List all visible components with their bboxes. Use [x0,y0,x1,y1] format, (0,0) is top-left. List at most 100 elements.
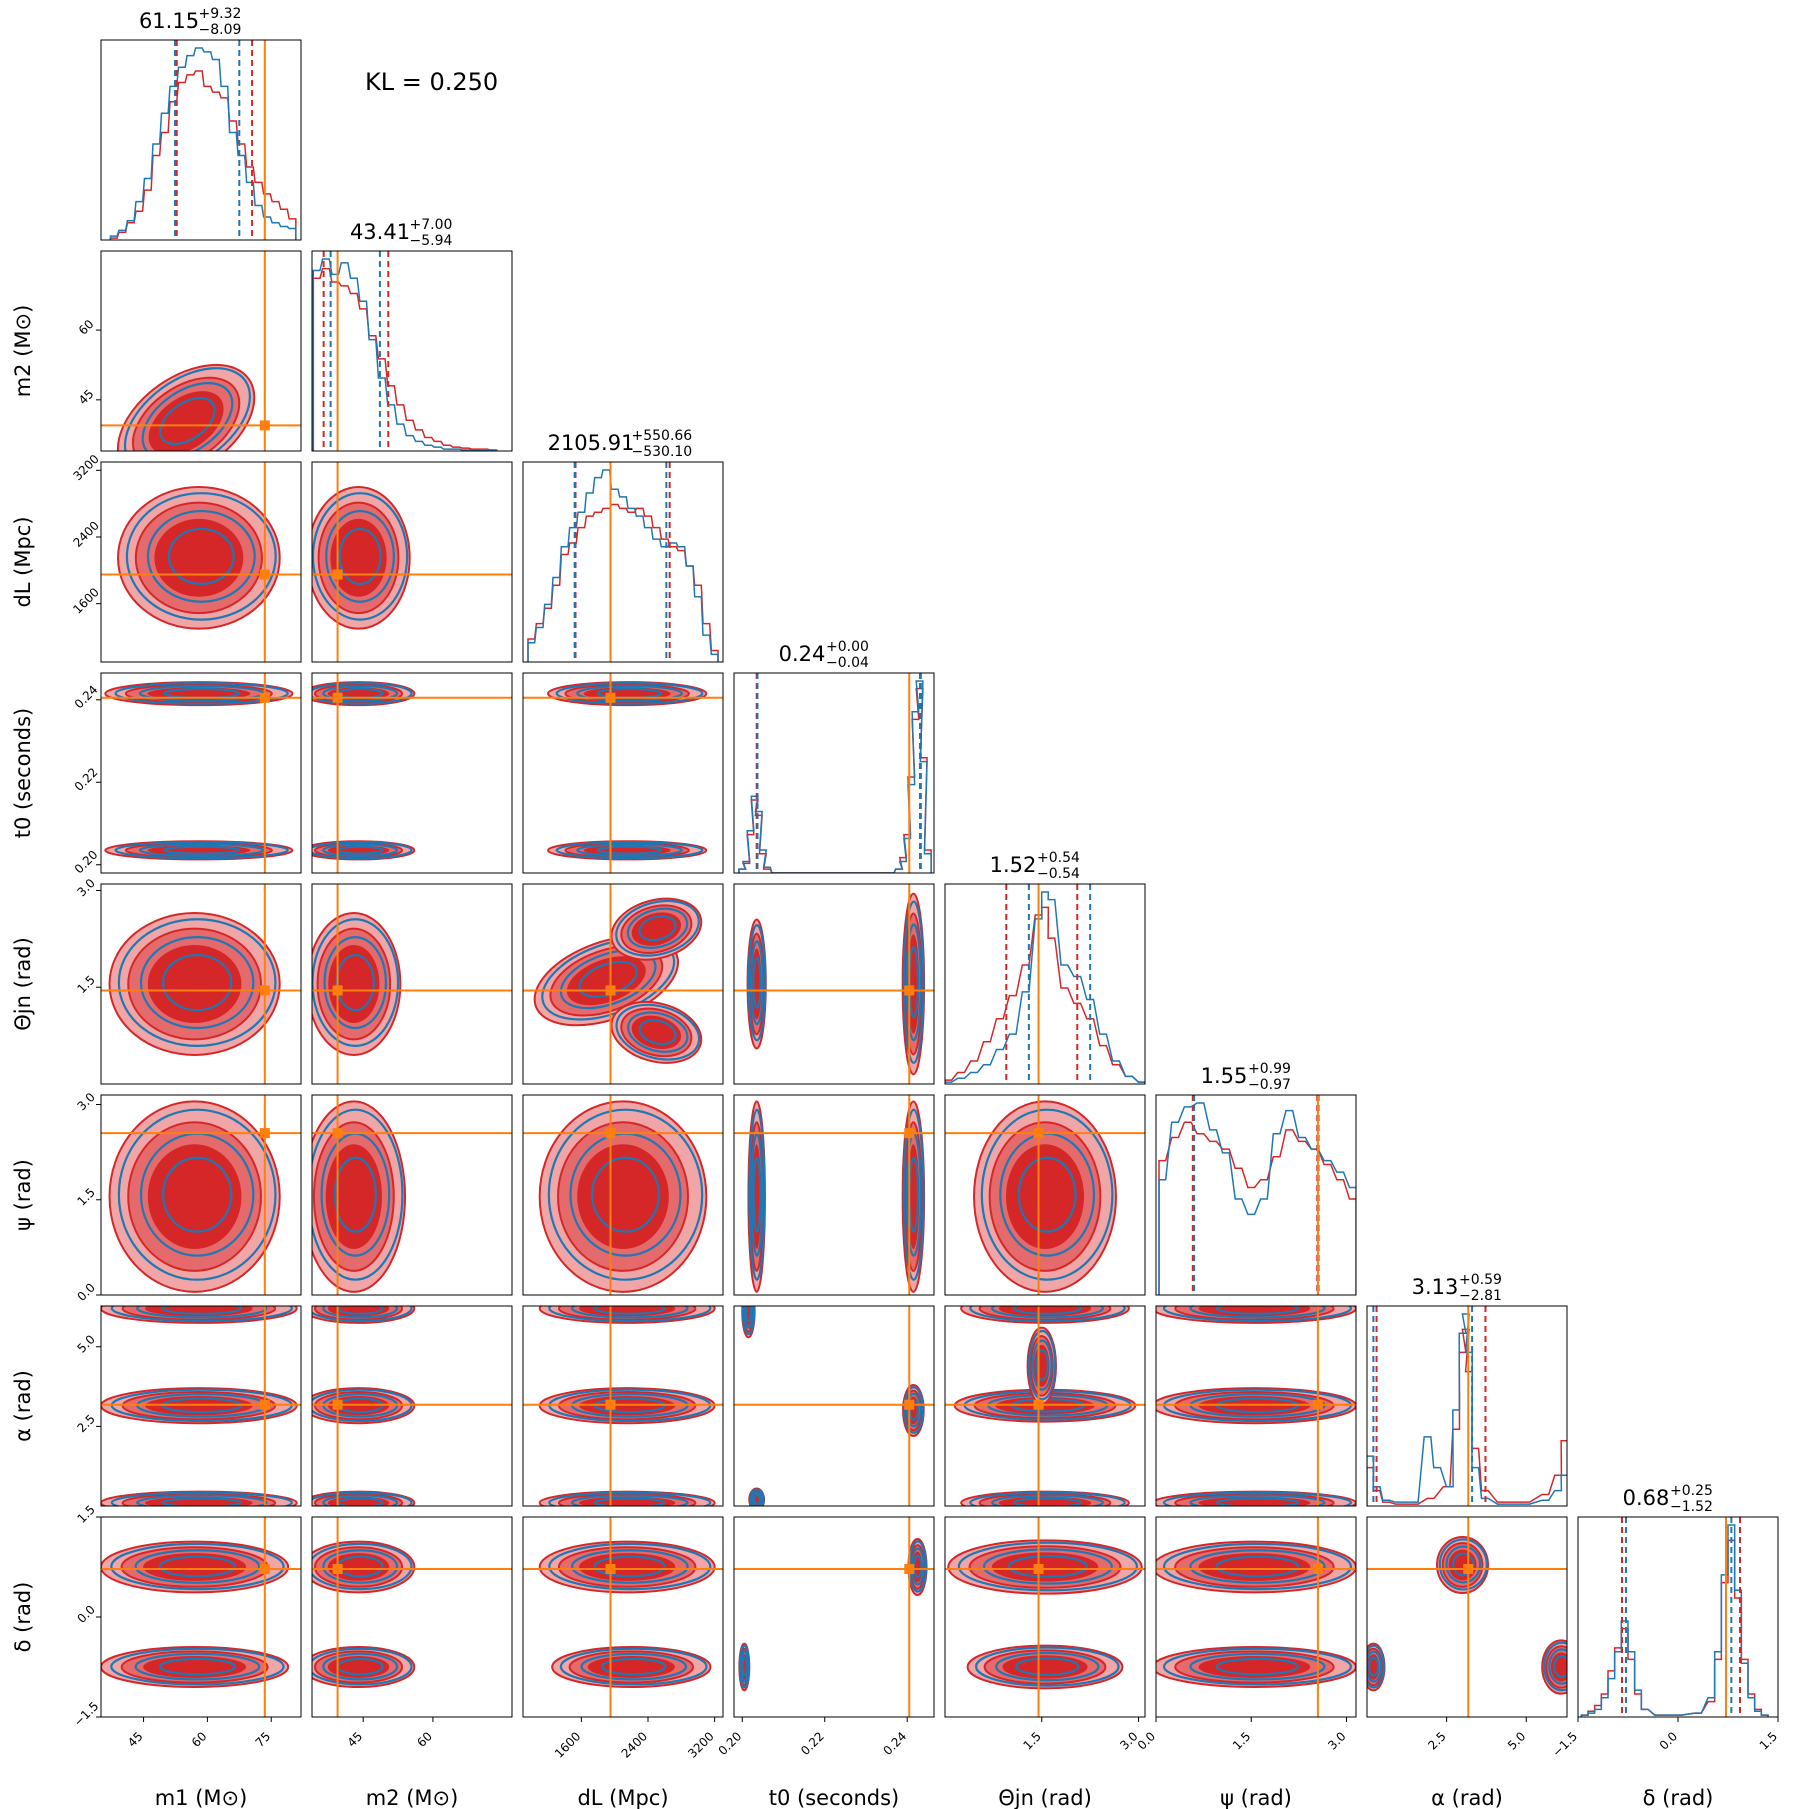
truth-marker [904,1399,915,1410]
contour-blue-0-2 [167,527,235,586]
x-tick-label: 1.5 [1230,1729,1253,1752]
density-panel-m2-m1 [101,251,301,451]
panel-frame [733,672,935,874]
y-tick-label: 0.22 [72,765,101,794]
density-panel-psi-dL [523,1095,723,1295]
contour-red-1-2 [998,1306,1092,1317]
x-tick-label: 2400 [619,1729,650,1760]
panel-frame [311,461,513,663]
contour-blue-1-1 [743,1306,754,1329]
contour-blue-2-1 [991,1494,1104,1506]
truth-marker [605,985,616,996]
truth-marker [259,985,270,996]
contour-blue-2-0 [615,1003,701,1061]
x-tick-label: 0.0 [1657,1729,1680,1752]
contour-blue-2-2 [161,1497,243,1506]
x-tick-label: −1.5 [1550,1729,1581,1760]
hist-red-t0 [738,687,932,873]
contour-blue-2-1 [1548,1648,1567,1685]
contour-blue-0-0 [117,1108,277,1281]
x-tick-label: 0.20 [716,1729,745,1758]
contour-blue-1-0 [312,1647,413,1686]
hist-blue-psi [1158,1102,1356,1295]
y-tick-label: 1.5 [74,1502,97,1525]
title-plus-m2: +7.00 [410,217,453,233]
contour-blue-0-2 [162,1156,233,1233]
panel-frame [100,1305,302,1507]
contour-blue-1-2 [1368,1656,1380,1677]
contour-blue-0-0 [1438,1538,1488,1591]
contour-red-1-2 [327,1306,390,1317]
panel-frame [311,1305,513,1507]
title-minus-dL: −530.10 [632,444,693,460]
y-axis-label-t0: t0 (seconds) [11,708,35,839]
contour-blue-1-0 [1162,1306,1352,1323]
contour-blue-1-1 [134,1652,261,1681]
contour-blue-0-1 [134,1549,261,1584]
kl-divergence-label: KL = 0.250 [365,68,498,96]
hist-blue-alpha [1367,1313,1567,1506]
contour-blue-1-1 [580,1652,688,1681]
contour-blue-2-1 [136,1494,268,1506]
title-plus-psi: +0.99 [1248,1061,1291,1077]
x-tick-label: 2.5 [1425,1729,1448,1752]
title-m1: 61.15 [139,9,199,33]
contour-red-0-2 [154,518,244,597]
hist-panel-m2 [312,251,498,451]
density-panel-delta-psi [1156,1517,1356,1717]
contour-blue-0-0 [548,1542,712,1591]
truth-marker [259,1564,270,1574]
contour-blue-0-0 [125,492,277,621]
contour-blue-1-1 [905,923,922,1042]
truth-marker [332,692,343,703]
density-panel-alpha-m1 [101,1306,301,1506]
contour-blue-2-2 [752,1493,761,1505]
panel-frame [311,1516,513,1718]
contour-blue-1-1 [995,1651,1100,1682]
y-tick-label: 0.0 [74,1602,97,1625]
contour-blue-1-1 [740,1650,749,1683]
y-tick-label: 2400 [70,518,101,549]
contour-blue-1-0 [738,1644,751,1689]
contour-blue-1-0 [559,1647,708,1686]
hist-blue-theta_jn [945,891,1145,1084]
contour-blue-2-0 [548,1491,712,1506]
contour-blue-1-1 [138,843,265,858]
panel-frame [100,461,302,663]
contour-blue-0-2 [752,1156,762,1233]
title-alpha: 3.13 [1412,1275,1459,1299]
hist-blue-t0 [738,680,932,873]
truth-marker [1463,1564,1474,1574]
contour-blue-2-0 [1543,1641,1567,1692]
truth-marker [1312,1399,1323,1410]
panel-frame [522,1094,724,1296]
contour-blue-0-2 [333,1156,377,1233]
contour-blue-0-0 [957,1541,1139,1592]
panel-frame [733,883,935,1085]
contour-red-0-2 [147,1144,242,1249]
contour-blue-1-1 [1367,1650,1383,1683]
contour-blue-0-2 [1215,1555,1300,1578]
title-m2: 43.41 [350,220,410,244]
contour-blue-0-2 [159,396,216,446]
truth-marker [1033,1564,1044,1574]
panel-frame [522,1305,724,1507]
y-tick-label: 0.24 [72,683,101,712]
density-panel-alpha-m2 [312,1306,512,1506]
hist-red-theta_jn [945,906,1145,1084]
x-tick-label: 0.0 [1135,1729,1158,1752]
contour-blue-1-1 [322,1652,399,1681]
truth-marker [259,1399,270,1410]
title-minus-theta_jn: −0.54 [1037,866,1080,882]
panel-frame [311,250,513,452]
contour-red-1-2 [145,1306,253,1317]
hist-panel-psi [1158,1095,1356,1295]
contour-blue-0-0 [547,1108,704,1281]
contour-blue-0-1 [576,684,683,702]
density-panel-dL-m1 [101,462,301,662]
y-tick-label: 2.5 [74,1412,97,1435]
contour-blue-0-1 [322,684,399,702]
y-tick-label: 3.0 [74,876,97,899]
density-panel-theta_jn-m1 [101,884,301,1084]
contour-blue-2-2 [1012,1497,1083,1506]
